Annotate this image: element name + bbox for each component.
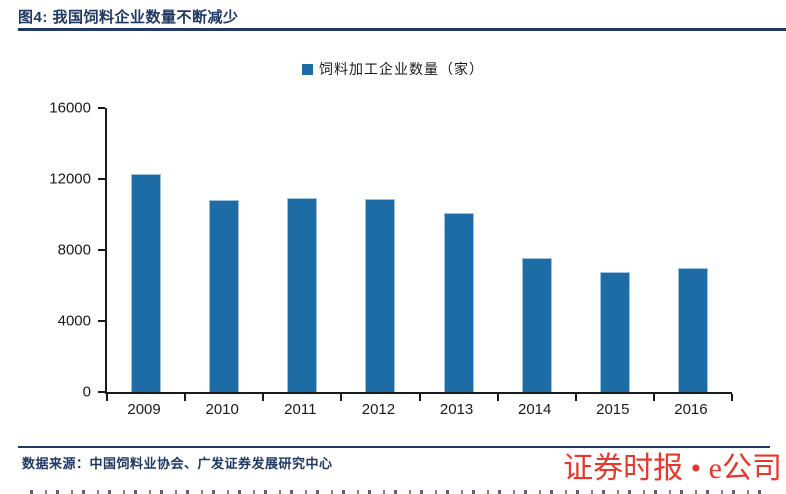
bar-slot-2012	[341, 108, 421, 401]
y-tick-label-12000: 12000	[49, 170, 91, 188]
bar-2011	[287, 198, 318, 392]
plot-area	[98, 107, 734, 401]
legend-label: 饲料加工企业数量（家）	[319, 61, 484, 77]
title-divider	[18, 28, 786, 31]
bar-slot-2015	[576, 108, 656, 401]
y-tick-mark-8000	[98, 249, 105, 251]
y-tick-mark-12000	[98, 178, 105, 180]
footer-divider	[18, 446, 770, 448]
y-tick-label-4000: 4000	[57, 312, 91, 330]
bar-slot-2014	[498, 108, 577, 401]
bar-2010	[209, 199, 240, 392]
clipped-text-remnants	[30, 490, 770, 494]
bar-slot-2013	[420, 108, 499, 401]
bar-slot-2011	[263, 108, 343, 401]
y-tick-label-8000: 8000	[57, 241, 91, 259]
bar-2014	[521, 257, 552, 392]
bar-slot-2016	[654, 108, 734, 401]
x-label-2009: 2009	[127, 401, 161, 418]
x-label-2016: 2016	[674, 401, 708, 418]
legend-swatch-icon	[302, 63, 313, 75]
y-axis-labels: 0 4000 8000 12000 16000	[0, 101, 105, 400]
data-source-text: 数据来源：中国饲料业协会、广发证券发展研究中心	[22, 456, 333, 471]
bar-slot-2009	[105, 108, 187, 401]
chart-legend: 饲料加工企业数量（家）	[0, 59, 786, 79]
x-label-2014: 2014	[518, 401, 552, 418]
y-tick-label-16000: 16000	[49, 99, 91, 117]
bar-slot-2010	[185, 108, 265, 401]
bar-2015	[599, 271, 630, 392]
bars-row	[105, 108, 734, 401]
y-tick-mark-4000	[98, 320, 105, 322]
x-label-2011: 2011	[284, 401, 317, 418]
y-tick-label-0: 0	[82, 383, 91, 401]
y-tick-mark-16000	[98, 107, 105, 109]
x-label-2013: 2013	[439, 401, 474, 418]
x-label-2010: 2010	[205, 401, 239, 418]
figure-title: 图4: 我国饲料企业数量不断减少	[18, 9, 239, 26]
bar-2012	[365, 199, 396, 392]
y-tick-mark-0	[98, 391, 105, 393]
bar-2009	[131, 173, 162, 392]
x-label-2012: 2012	[361, 401, 396, 418]
x-label-2015: 2015	[596, 401, 630, 418]
watermark-text: 证券时报 • e公司	[563, 452, 782, 485]
bar-2013	[443, 212, 474, 392]
bar-2016	[677, 267, 708, 392]
x-labels-row: 2009 2010 2011 2012 2013 2014 2015 2016	[105, 401, 730, 418]
